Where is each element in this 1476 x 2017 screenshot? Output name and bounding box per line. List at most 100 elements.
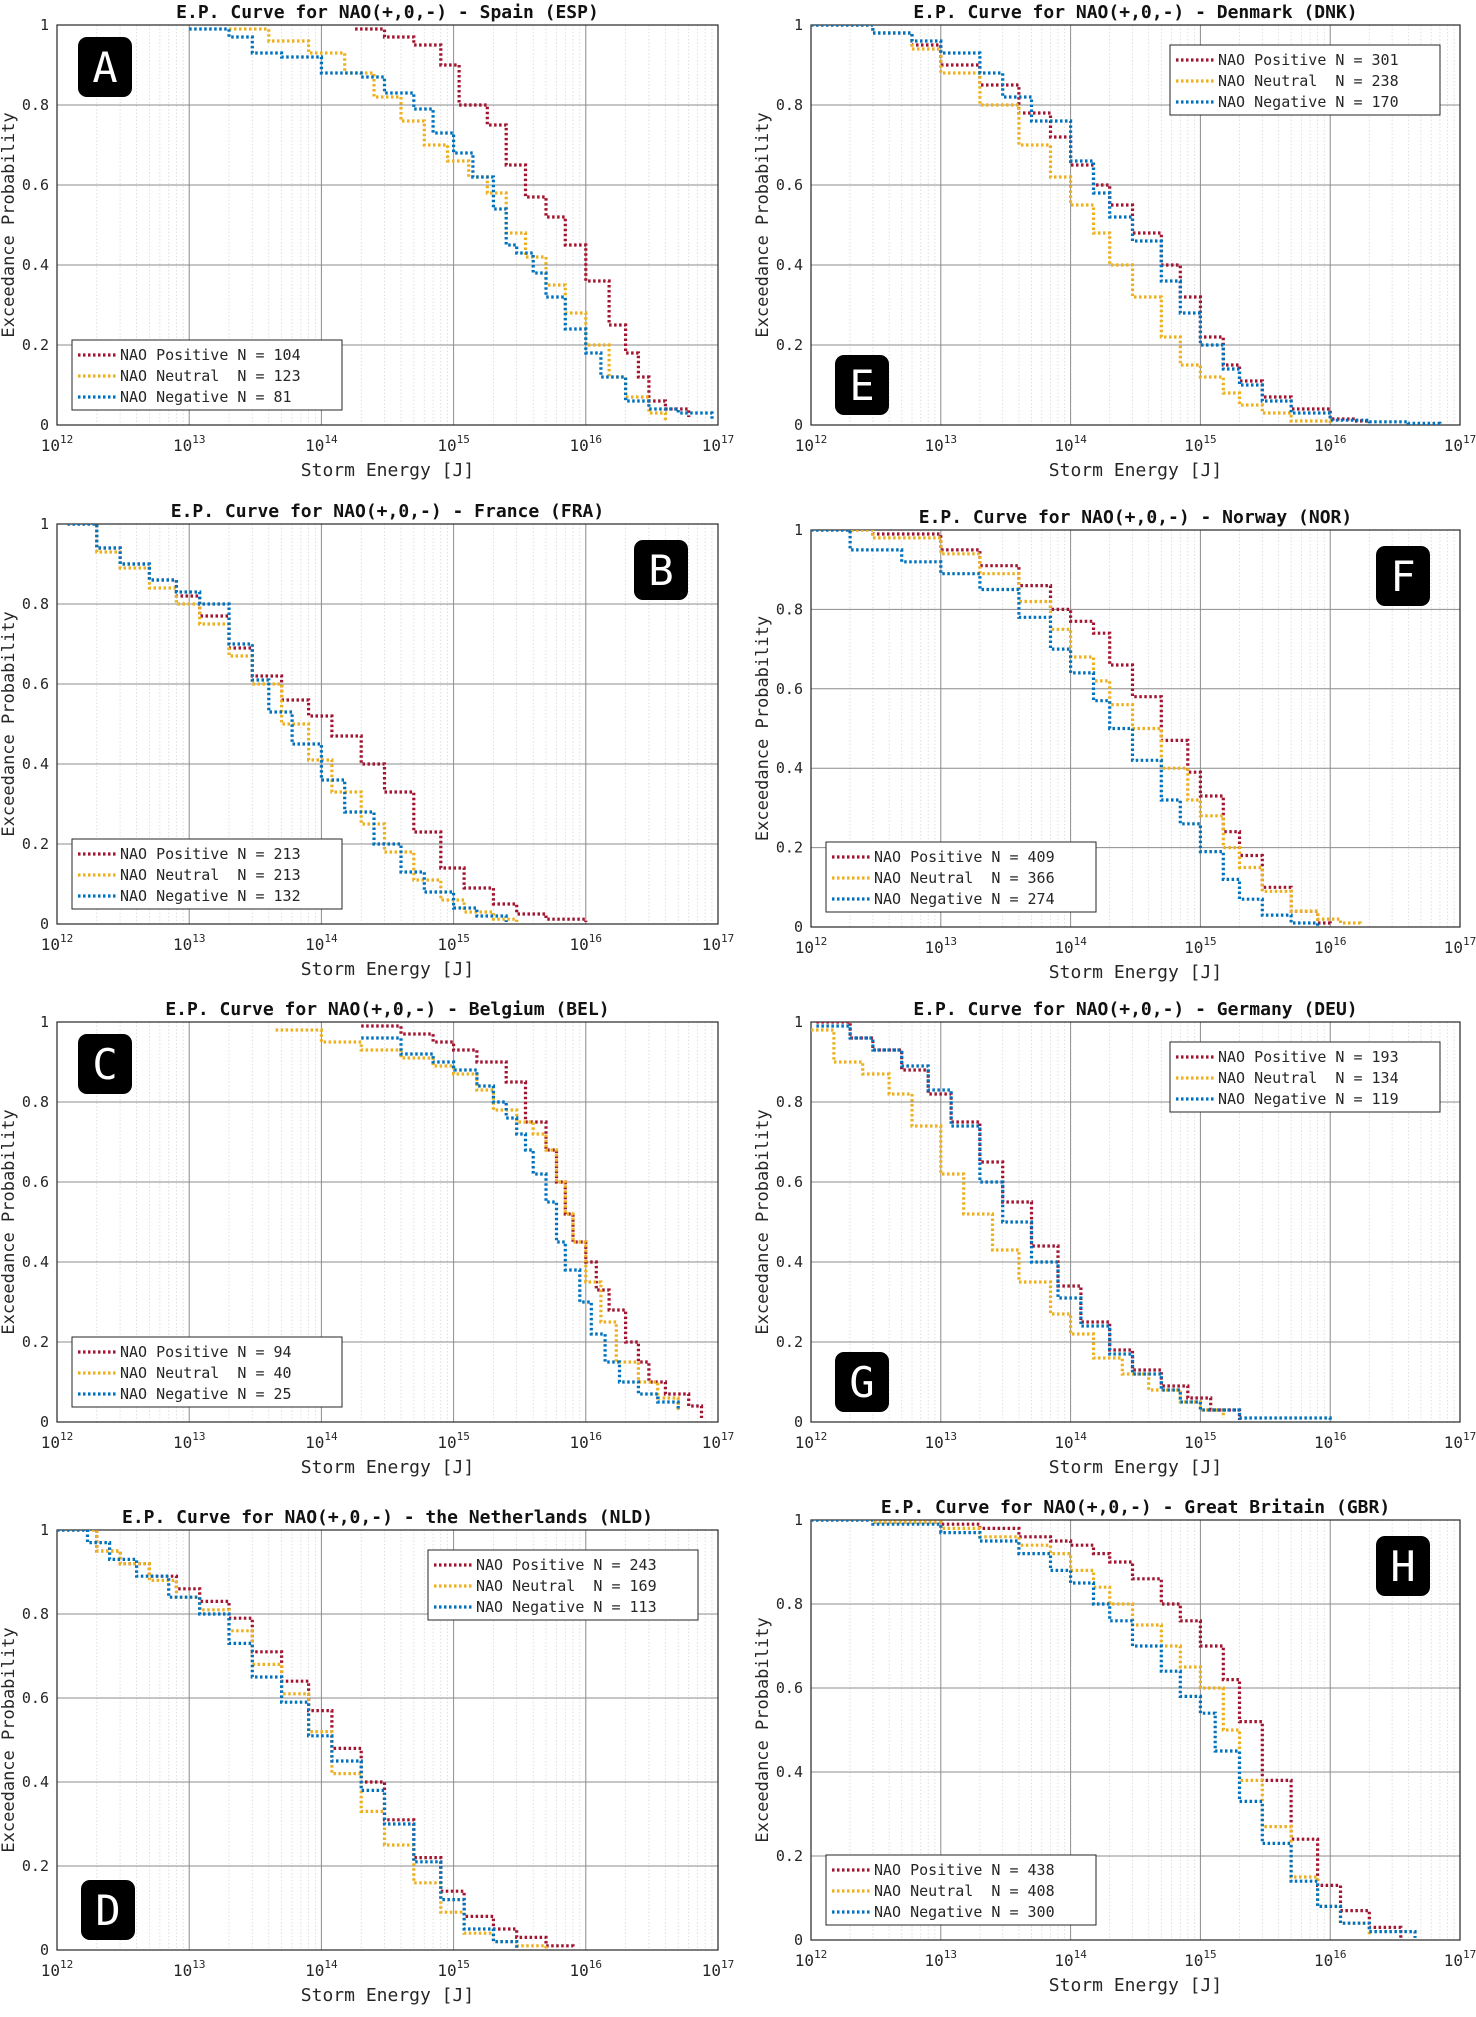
legend: NAO Positive N = 243 NAO Neutral N = 169 N… — [427, 1549, 699, 1621]
chart-title: E.P. Curve for NAO(+,0,-) - Germany (DEU… — [913, 999, 1357, 1020]
x-tick-label: 1015 — [437, 433, 470, 455]
x-tick-label: 1013 — [173, 932, 206, 954]
series-line-1 — [361, 1024, 704, 1418]
legend-box — [1169, 44, 1441, 116]
legend-entry: NAO Negative N = 113 — [476, 1598, 657, 1616]
legend-entry: NAO Neutral N = 213 — [120, 866, 301, 884]
legend-entry: NAO Negative N = 25 — [120, 1385, 292, 1403]
y-tick-label: 0.8 — [22, 1093, 49, 1111]
series-line-3 — [57, 1530, 519, 1948]
panel-g: 0 0.2 0.4 0.6 0.8 1 1012 1013 1014 1015 1016 1017 St… — [753, 999, 1476, 1478]
x-tick-label: 1015 — [1184, 1948, 1217, 1970]
panel-letter: F — [1390, 552, 1415, 601]
y-axis-label: Exceedance Probability — [753, 1617, 773, 1842]
y-tick-label: 1 — [794, 16, 803, 34]
panel-letter: B — [648, 546, 673, 595]
panel-a: 0 0.2 0.4 0.6 0.8 1 1012 1013 1014 1015 1016 1017 St… — [0, 2, 734, 481]
y-tick-label: 1 — [40, 515, 49, 533]
x-tick-label: 1017 — [702, 1958, 735, 1980]
series-line-3 — [811, 530, 1320, 926]
series-line-2 — [229, 27, 667, 421]
panel-letter-badge: B — [634, 540, 688, 600]
y-tick-label: 0.8 — [22, 1605, 49, 1623]
x-tick-label: 1013 — [173, 1430, 206, 1452]
y-tick-label: 0 — [40, 915, 49, 933]
x-tick-label: 1015 — [1184, 935, 1217, 957]
y-tick-label: 0 — [794, 1413, 803, 1431]
y-tick-label: 0 — [40, 416, 49, 434]
y-tick-label: 0.4 — [22, 755, 49, 773]
x-tick-label: 1016 — [1314, 433, 1347, 455]
x-tick-label: 1013 — [173, 1958, 206, 1980]
panel-letter-badge: H — [1376, 1536, 1430, 1596]
legend-entry: NAO Positive N = 409 — [874, 848, 1055, 866]
legend: NAO Positive N = 409 NAO Neutral N = 366 N… — [825, 841, 1097, 913]
y-axis-label: Exceedance Probability — [753, 112, 773, 337]
axes-frame — [56, 24, 719, 426]
legend-entry: NAO Positive N = 301 — [1218, 51, 1399, 69]
x-axis-label: Storm Energy [J] — [1049, 460, 1222, 481]
y-tick-label: 1 — [794, 1013, 803, 1031]
x-tick-label: 1015 — [437, 1430, 470, 1452]
x-tick-label: 1016 — [1314, 935, 1347, 957]
x-axis-label: Storm Energy [J] — [301, 460, 474, 481]
x-tick-label: 1012 — [795, 1948, 828, 1970]
legend-box — [427, 1549, 699, 1621]
x-tick-label: 1015 — [437, 1958, 470, 1980]
legend: NAO Positive N = 213 NAO Neutral N = 213 N… — [71, 838, 343, 910]
x-tick-label: 1014 — [1054, 1948, 1087, 1970]
y-tick-label: 0.2 — [776, 336, 803, 354]
x-tick-label: 1016 — [570, 932, 603, 954]
legend-entry: NAO Positive N = 213 — [120, 845, 301, 863]
legend: NAO Positive N = 104 NAO Neutral N = 123 N… — [71, 339, 343, 411]
axes-frame — [810, 24, 1461, 426]
legend-entry: NAO Positive N = 193 — [1218, 1048, 1399, 1066]
axes-frame — [56, 1529, 719, 1951]
panel-letter-badge: D — [81, 1880, 135, 1940]
legend-entry: NAO Neutral N = 169 — [476, 1577, 657, 1595]
x-tick-label: 1017 — [702, 1430, 735, 1452]
y-axis-label: Exceedance Probability — [0, 1627, 19, 1852]
panel-letter-badge: E — [835, 355, 889, 415]
panel-letter-bg — [1376, 1536, 1430, 1596]
series-line-3 — [816, 1024, 1332, 1420]
legend-entry: NAO Neutral N = 366 — [874, 869, 1055, 887]
x-tick-label: 1013 — [925, 1948, 958, 1970]
series-line-2 — [67, 524, 519, 922]
series-line-1 — [816, 1022, 1242, 1420]
panel-d: 0 0.2 0.4 0.6 0.8 1 1012 1013 1014 1015 1016 1017 St… — [0, 1507, 734, 2006]
legend-entry: NAO Negative N = 300 — [874, 1903, 1055, 1921]
y-tick-label: 0 — [794, 416, 803, 434]
legend-entry: NAO Neutral N = 134 — [1218, 1069, 1399, 1087]
legend: NAO Positive N = 193 NAO Neutral N = 134 N… — [1169, 1041, 1441, 1113]
axes-frame — [810, 1021, 1461, 1423]
panel-f: 0 0.2 0.4 0.6 0.8 1 1012 1013 1014 1015 1016 1017 St… — [753, 507, 1476, 983]
panel-letter-bg — [78, 37, 132, 97]
panel-letter-bg — [835, 355, 889, 415]
panel-b: 0 0.2 0.4 0.6 0.8 1 1012 1013 1014 1015 1016 1017 St… — [0, 501, 734, 980]
y-tick-label: 0.4 — [776, 1253, 803, 1271]
x-tick-label: 1012 — [41, 433, 74, 455]
y-tick-label: 1 — [794, 521, 803, 539]
y-tick-label: 1 — [40, 16, 49, 34]
legend-box — [71, 1336, 343, 1408]
legend-entry: NAO Neutral N = 408 — [874, 1882, 1055, 1900]
axes-frame — [810, 529, 1461, 928]
y-tick-label: 0.6 — [776, 680, 803, 698]
legend-entry: NAO Positive N = 94 — [120, 1343, 292, 1361]
y-tick-label: 0.4 — [776, 759, 803, 777]
legend-box — [825, 1854, 1097, 1926]
y-tick-label: 0.6 — [776, 176, 803, 194]
x-axis-label: Storm Energy [J] — [1049, 1975, 1222, 1996]
panel-letter-badge: A — [78, 37, 132, 97]
legend-entry: NAO Negative N = 119 — [1218, 1090, 1399, 1108]
legend-entry: NAO Neutral N = 123 — [120, 367, 301, 385]
y-tick-label: 0.2 — [776, 1847, 803, 1865]
series-line-3 — [189, 27, 714, 421]
panel-letter-bg — [78, 1034, 132, 1094]
legend-box — [71, 838, 343, 910]
chart-title: E.P. Curve for NAO(+,0,-) - Denmark (DNK… — [913, 2, 1357, 23]
series-group — [811, 1520, 1417, 1938]
y-tick-label: 0.4 — [776, 256, 803, 274]
panel-letter: D — [95, 1886, 120, 1935]
